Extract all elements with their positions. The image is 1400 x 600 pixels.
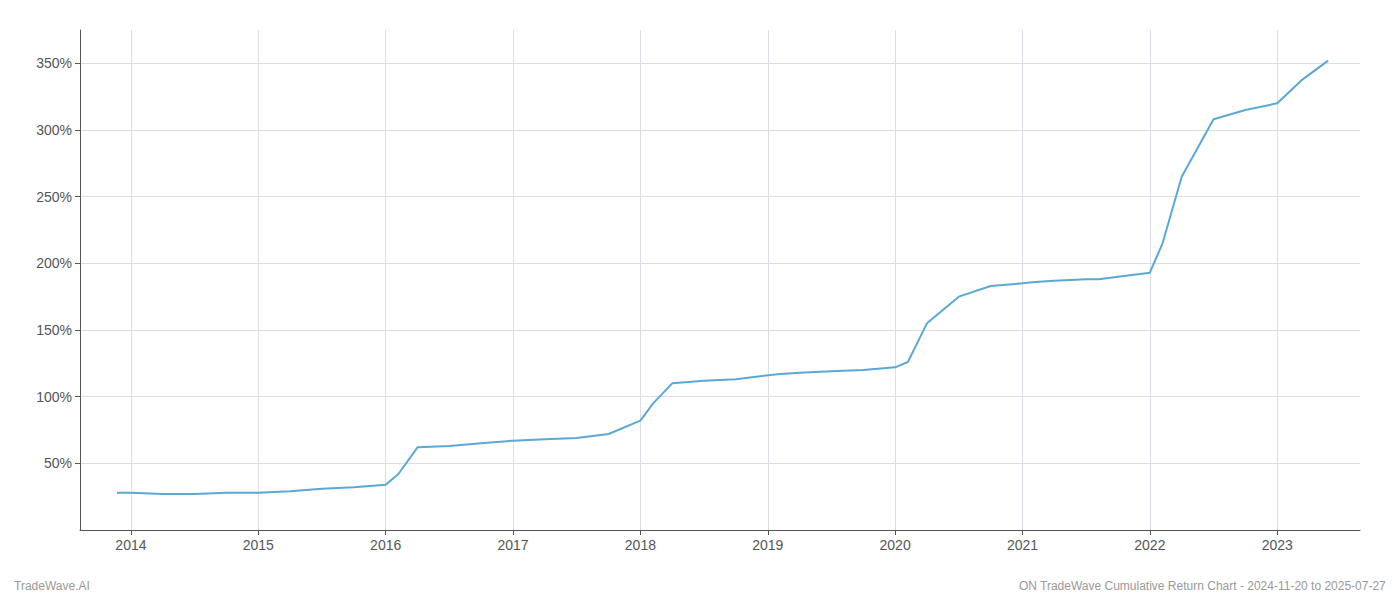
svg-text:2022: 2022: [1134, 537, 1165, 553]
svg-text:2018: 2018: [625, 537, 656, 553]
svg-text:300%: 300%: [36, 122, 72, 138]
svg-text:2019: 2019: [752, 537, 783, 553]
svg-text:2017: 2017: [497, 537, 528, 553]
svg-text:TradeWave.AI: TradeWave.AI: [14, 579, 90, 593]
svg-text:2015: 2015: [243, 537, 274, 553]
svg-text:2021: 2021: [1007, 537, 1038, 553]
svg-text:100%: 100%: [36, 389, 72, 405]
svg-text:150%: 150%: [36, 322, 72, 338]
svg-text:200%: 200%: [36, 255, 72, 271]
svg-text:350%: 350%: [36, 55, 72, 71]
svg-text:2016: 2016: [370, 537, 401, 553]
svg-text:250%: 250%: [36, 189, 72, 205]
svg-text:2020: 2020: [880, 537, 911, 553]
svg-text:2023: 2023: [1262, 537, 1293, 553]
svg-text:ON TradeWave Cumulative Return: ON TradeWave Cumulative Return Chart - 2…: [1019, 579, 1386, 593]
svg-text:50%: 50%: [44, 455, 72, 471]
svg-text:2014: 2014: [115, 537, 146, 553]
